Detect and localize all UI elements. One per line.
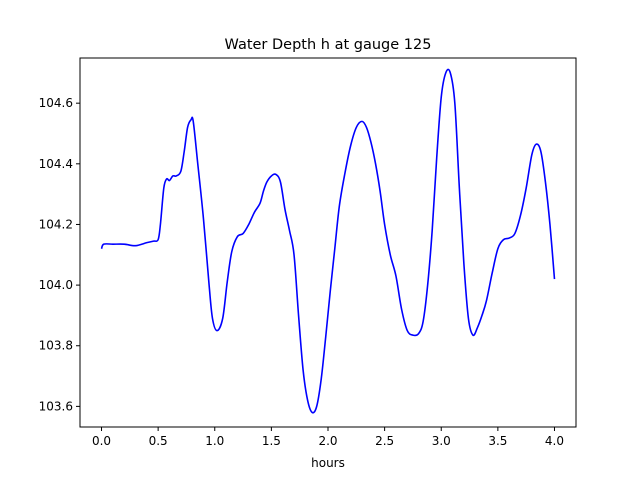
y-tick-label: 104.0 — [39, 278, 73, 292]
x-axis-label: hours — [311, 456, 345, 470]
plot-area — [100, 68, 556, 414]
x-tick-label: 0.5 — [149, 434, 168, 448]
x-tick-label: 1.5 — [262, 434, 281, 448]
x-tick-label: 0.0 — [92, 434, 111, 448]
x-tick-label: 3.0 — [432, 434, 451, 448]
plot-frame — [79, 57, 577, 428]
x-tick-label: 2.0 — [318, 434, 337, 448]
series-line — [100, 68, 556, 414]
x-tick-label: 3.5 — [488, 434, 507, 448]
x-tick-label: 1.0 — [205, 434, 224, 448]
y-tick-label: 104.2 — [39, 217, 73, 231]
y-tick-label: 104.4 — [39, 157, 73, 171]
x-axis-ticks: 0.0 0.5 1.0 1.5 2.0 2.5 3.0 3.5 4.0 — [92, 427, 564, 448]
chart-title: Water Depth h at gauge 125 — [225, 37, 432, 53]
y-tick-label: 104.6 — [39, 96, 73, 110]
y-tick-label: 103.8 — [39, 339, 73, 353]
y-axis-ticks: 103.6 103.8 104.0 104.2 104.4 104.6 — [39, 96, 80, 413]
y-tick-label: 103.6 — [39, 399, 73, 413]
x-tick-label: 4.0 — [545, 434, 564, 448]
x-tick-label: 2.5 — [375, 434, 394, 448]
